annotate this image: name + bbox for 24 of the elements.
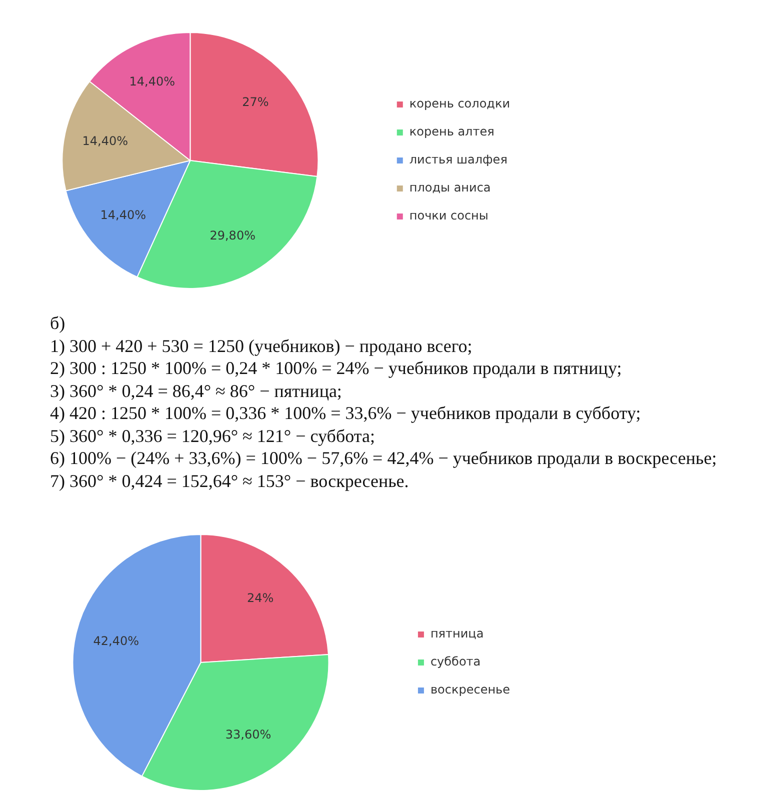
data-label: 14,40% — [100, 208, 146, 222]
legend-label: пятница — [430, 626, 484, 641]
legend-label: воскресенье — [430, 682, 510, 697]
text: 3) 360° * 0,24 = 86,4° ≈ 86° − пятница; — [50, 380, 343, 402]
legend-label: корень солодки — [409, 96, 510, 111]
data-label: 27% — [242, 95, 269, 110]
legend-label: почки сосны — [409, 208, 488, 223]
text: 1) 300 + 420 + 530 = 1250 (учебников) − продано всего; — [50, 334, 474, 357]
data-label: 33,60% — [225, 728, 272, 742]
data-label: 29,80% — [210, 228, 256, 243]
text: б) — [50, 312, 66, 334]
data-label: 14,40% — [82, 134, 128, 148]
text: 7) 360° * 0,424 = 152,64° ≈ 153° − воскресенье. — [50, 470, 410, 492]
text: 6) 100% − (24% + 33,6%) = 100% − 57,6% = 42,4% − учебников продали в воскресенье; — [50, 447, 718, 470]
data-label: 42,40% — [93, 634, 140, 648]
data-label: 14,40% — [129, 74, 176, 88]
text: 4) 420 : 1250 * 100% = 0,336 * 100% = 33,6% − учебников продали в субботу; — [50, 402, 642, 424]
legend-label: листья шалфея — [409, 152, 508, 167]
legend-label: суббота — [430, 654, 481, 669]
text: 2) 300 : 1250 * 100% = 0,24 * 100% = 24% − учебников продали в пятницу; — [50, 357, 623, 380]
legend-label: плоды аниса — [409, 180, 491, 195]
legend-label: корень алтея — [409, 124, 494, 139]
data-label: 24% — [246, 591, 274, 606]
text: 5) 360° * 0,336 = 120,96° ≈ 121° − суббота; — [50, 424, 376, 447]
